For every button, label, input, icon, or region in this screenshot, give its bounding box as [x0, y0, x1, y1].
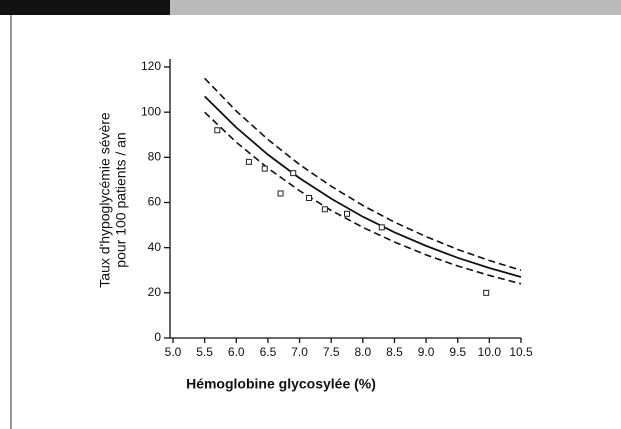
y-axis-label: Taux d'hypoglycémie sévère	[97, 112, 113, 288]
x-tick-label: 6.5	[260, 345, 277, 359]
header-bar	[170, 0, 621, 15]
y-tick-label: 60	[148, 195, 162, 209]
header-block	[0, 0, 170, 15]
data-point	[245, 158, 252, 165]
x-tick-label: 5.0	[165, 345, 182, 359]
data-point	[344, 210, 350, 217]
x-tick-label: 8.0	[354, 345, 371, 359]
x-tick-label: 10.0	[478, 345, 502, 359]
fit-curve	[204, 77, 522, 272]
data-point	[321, 206, 328, 213]
data-point	[214, 127, 221, 134]
y-tick-label: 80	[148, 150, 162, 164]
data-point	[378, 224, 385, 231]
y-tick-label: 120	[141, 59, 161, 73]
data-point	[261, 165, 268, 172]
y-tick-label: 40	[148, 240, 162, 254]
data-point	[483, 289, 490, 296]
x-tick-label: 6.0	[228, 345, 245, 359]
y-tick-label: 20	[148, 285, 162, 299]
x-tick-label: 9.0	[418, 345, 435, 359]
data-point	[290, 170, 297, 177]
y-tick-label: 0	[154, 330, 161, 344]
x-tick-label: 7.0	[291, 345, 308, 359]
x-tick-label: 5.5	[196, 345, 213, 359]
x-tick-label: 8.5	[386, 345, 403, 359]
fit-curve	[204, 111, 522, 285]
data-point	[277, 190, 284, 197]
x-tick-label: 9.5	[449, 345, 466, 359]
x-tick-label: 10.5	[509, 345, 533, 359]
y-axis-label: pour 100 patients / an	[113, 132, 129, 267]
fit-curve	[204, 95, 522, 278]
x-axis-label: Hémoglobine glycosylée (%)	[186, 376, 376, 392]
x-tick-label: 7.5	[323, 345, 340, 359]
data-point	[306, 194, 313, 201]
y-tick-label: 100	[141, 104, 161, 118]
